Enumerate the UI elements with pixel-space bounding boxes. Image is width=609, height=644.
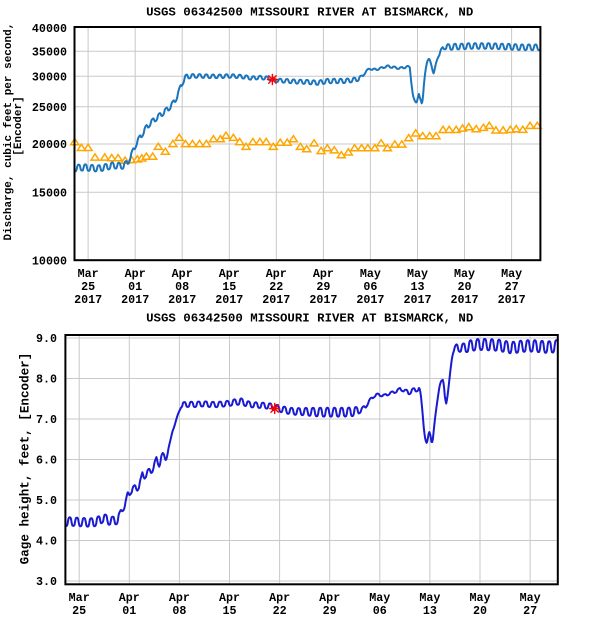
svg-text:May: May <box>407 267 428 281</box>
svg-text:4.0: 4.0 <box>36 535 57 549</box>
svg-text:Apr: Apr <box>125 267 146 281</box>
svg-text:22: 22 <box>273 604 287 618</box>
svg-text:35000: 35000 <box>32 46 67 60</box>
svg-text:15: 15 <box>222 280 236 294</box>
svg-text:06: 06 <box>373 604 387 618</box>
svg-text:May: May <box>469 591 490 605</box>
svg-text:Apr: Apr <box>266 267 287 281</box>
svg-text:2017: 2017 <box>450 293 478 307</box>
svg-text:Apr: Apr <box>313 267 334 281</box>
svg-text:[Encoder]: [Encoder] <box>13 96 25 155</box>
svg-text:May: May <box>501 267 522 281</box>
svg-text:May: May <box>360 267 381 281</box>
svg-text:20: 20 <box>457 280 471 294</box>
svg-text:01: 01 <box>122 604 136 618</box>
svg-text:25000: 25000 <box>32 101 67 115</box>
svg-text:25: 25 <box>81 280 95 294</box>
svg-text:15000: 15000 <box>32 186 67 200</box>
svg-text:May: May <box>520 591 541 605</box>
svg-text:9.0: 9.0 <box>36 332 57 346</box>
svg-text:2017: 2017 <box>215 293 243 307</box>
svg-text:Gage height, feet, [Encoder]: Gage height, feet, [Encoder] <box>19 353 33 565</box>
svg-text:2017: 2017 <box>498 293 526 307</box>
svg-text:May: May <box>454 267 475 281</box>
svg-text:8.0: 8.0 <box>36 373 57 387</box>
svg-text:13: 13 <box>423 604 437 618</box>
svg-text:2017: 2017 <box>262 293 290 307</box>
svg-text:10000: 10000 <box>32 254 67 268</box>
svg-text:May: May <box>419 591 440 605</box>
svg-text:USGS 06342500 MISSOURI RIVER A: USGS 06342500 MISSOURI RIVER AT BISMARCK… <box>146 311 473 325</box>
svg-text:Apr: Apr <box>269 591 290 605</box>
svg-text:5.0: 5.0 <box>36 494 57 508</box>
svg-text:2017: 2017 <box>168 293 196 307</box>
svg-text:Apr: Apr <box>219 267 240 281</box>
svg-text:30000: 30000 <box>32 70 67 84</box>
svg-text:27: 27 <box>523 604 537 618</box>
svg-text:25: 25 <box>72 604 86 618</box>
svg-text:27: 27 <box>505 280 519 294</box>
svg-text:08: 08 <box>172 604 186 618</box>
svg-text:USGS 06342500 MISSOURI RIVER A: USGS 06342500 MISSOURI RIVER AT BISMARCK… <box>146 5 473 19</box>
svg-text:01: 01 <box>128 280 142 294</box>
svg-text:2017: 2017 <box>356 293 384 307</box>
svg-text:Apr: Apr <box>172 267 193 281</box>
svg-text:Apr: Apr <box>119 591 140 605</box>
svg-text:22: 22 <box>269 280 283 294</box>
svg-text:3.0: 3.0 <box>36 575 57 589</box>
svg-text:2017: 2017 <box>309 293 337 307</box>
svg-text:Mar: Mar <box>78 267 99 281</box>
svg-text:06: 06 <box>363 280 377 294</box>
svg-text:08: 08 <box>175 280 189 294</box>
svg-text:40000: 40000 <box>32 22 67 36</box>
svg-text:Discharge, cubic feet per seco: Discharge, cubic feet per second, <box>3 23 15 241</box>
svg-text:May: May <box>369 591 390 605</box>
svg-text:29: 29 <box>323 604 337 618</box>
svg-text:2017: 2017 <box>74 293 102 307</box>
svg-text:6.0: 6.0 <box>36 454 57 468</box>
svg-text:2017: 2017 <box>121 293 149 307</box>
svg-text:29: 29 <box>316 280 330 294</box>
svg-text:20000: 20000 <box>32 138 67 152</box>
svg-text:2017: 2017 <box>403 293 431 307</box>
svg-text:20: 20 <box>473 604 487 618</box>
svg-text:7.0: 7.0 <box>36 413 57 427</box>
svg-text:Mar: Mar <box>69 591 90 605</box>
svg-text:15: 15 <box>222 604 236 618</box>
svg-text:Apr: Apr <box>319 591 340 605</box>
svg-text:Apr: Apr <box>169 591 190 605</box>
svg-text:13: 13 <box>410 280 424 294</box>
svg-text:Apr: Apr <box>219 591 240 605</box>
